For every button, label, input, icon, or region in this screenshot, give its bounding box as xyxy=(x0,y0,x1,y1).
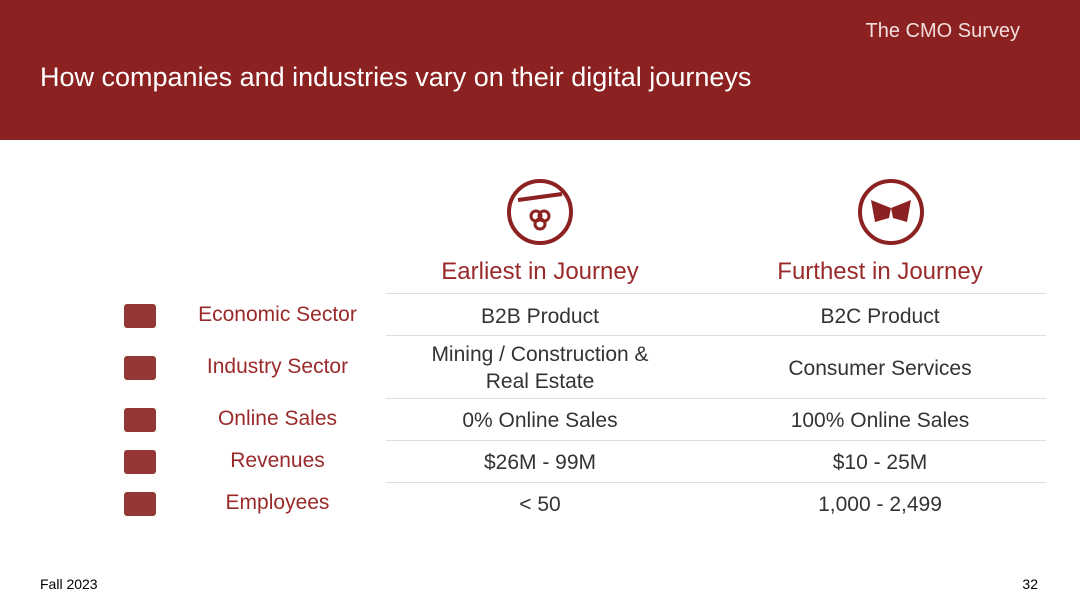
rule xyxy=(386,398,1046,399)
cell: Mining / Construction & Real Estate xyxy=(431,343,649,393)
furthest-icon xyxy=(858,179,924,245)
row-label: Revenues xyxy=(230,449,325,472)
row-icon xyxy=(124,304,156,328)
earliest-icon xyxy=(507,179,573,245)
cell: 100% Online Sales xyxy=(790,409,970,432)
row-icon xyxy=(124,492,156,516)
cell: $10 - 25M xyxy=(832,451,928,474)
cell: 1,000 - 2,499 xyxy=(818,493,942,516)
row-label: Online Sales xyxy=(217,407,338,430)
rule xyxy=(386,335,1046,336)
rule xyxy=(386,440,1046,441)
footer-left: Fall 2023 xyxy=(40,576,98,592)
cell: B2C Product xyxy=(820,305,940,328)
logo: The CMO Survey xyxy=(865,20,1020,42)
row-icon xyxy=(124,450,156,474)
row-label: Economic Sector xyxy=(198,303,357,326)
title: How companies and industries vary on the… xyxy=(40,62,752,92)
column-header: Furthest in Journey xyxy=(777,258,983,285)
rule xyxy=(386,293,1046,294)
row-label: Employees xyxy=(225,491,330,514)
row-icon xyxy=(124,356,156,380)
cell: $26M - 99M xyxy=(483,451,597,474)
rule xyxy=(386,482,1046,483)
row-icon xyxy=(124,408,156,432)
cell: B2B Product xyxy=(481,305,599,328)
row-label: Industry Sector xyxy=(206,355,349,378)
cell: Consumer Services xyxy=(788,357,972,380)
column-header: Earliest in Journey xyxy=(441,258,639,285)
header-band xyxy=(0,0,1080,140)
cell: 0% Online Sales xyxy=(462,409,618,432)
page-number: 32 xyxy=(1022,576,1038,592)
cell: < 50 xyxy=(519,493,561,516)
